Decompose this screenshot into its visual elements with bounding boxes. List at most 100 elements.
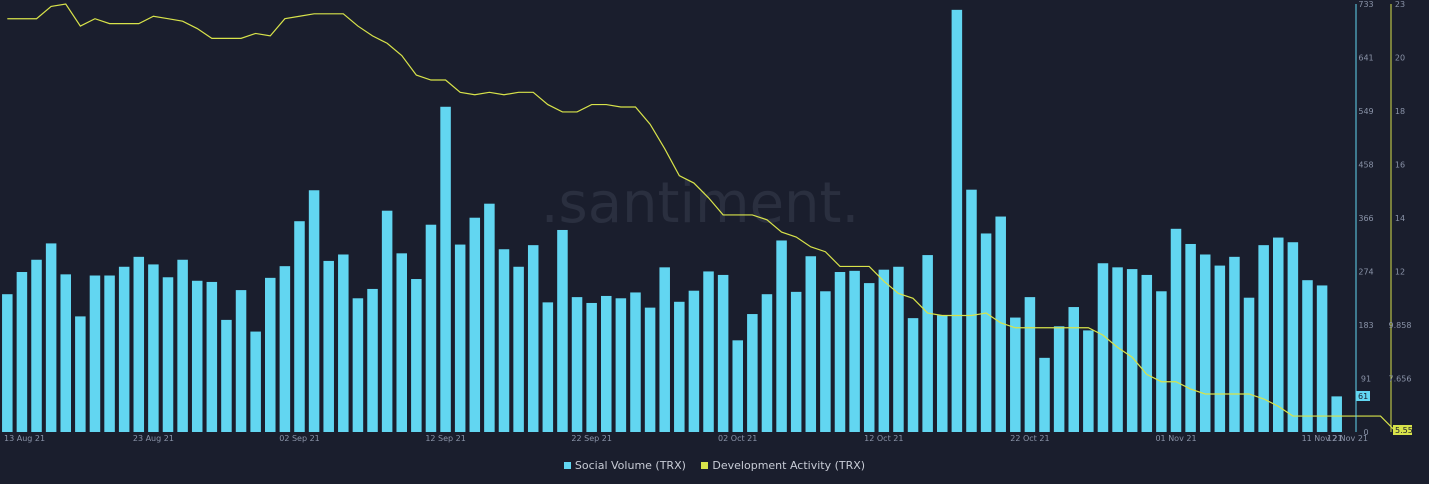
left-y-tick-label: 458	[1358, 161, 1373, 170]
development-activity-swatch	[701, 462, 709, 469]
social-volume-bar	[586, 302, 597, 432]
social-volume-bar	[601, 295, 612, 432]
social-volume-bar	[703, 271, 714, 432]
social-volume-bar	[75, 316, 86, 432]
x-tick-label: 22 Sep 21	[571, 434, 612, 443]
social-volume-bar	[1010, 317, 1021, 432]
social-volume-bar	[411, 279, 422, 432]
social-volume-bar	[732, 340, 743, 432]
social-volume-bar	[513, 266, 524, 432]
social-volume-bar	[221, 319, 232, 432]
left-y-tick-label: 641	[1358, 54, 1373, 63]
social-volume-bar	[235, 290, 247, 432]
social-volume-bar	[396, 253, 407, 432]
social-volume-bar	[1039, 357, 1050, 432]
social-volume-bar	[45, 243, 57, 432]
social-volume-bar	[1156, 291, 1167, 432]
social-volume-bar	[863, 283, 875, 432]
left-y-axis: 0 91 183 274 366 458 549 641 733	[1358, 0, 1373, 437]
left-y-tick-label: 274	[1358, 268, 1373, 277]
social-volume-bar	[1258, 245, 1269, 432]
social-volume-bar	[133, 256, 145, 432]
social-volume-bar	[527, 245, 539, 432]
social-volume-bar	[1199, 254, 1211, 432]
social-volume-bar	[206, 281, 218, 432]
right-y-tick-label: 12	[1395, 268, 1405, 277]
social-volume-bar	[1243, 297, 1255, 432]
social-volume-bar	[1068, 307, 1079, 432]
legend: Social Volume (TRX) Development Activity…	[0, 459, 1429, 472]
social-volume-bar	[557, 229, 568, 432]
social-volume-bar	[162, 277, 174, 432]
social-volume-bar	[980, 233, 992, 432]
social-volume-bar	[1141, 274, 1153, 432]
social-volume-bar	[250, 331, 261, 432]
social-volume-bar	[1331, 396, 1342, 432]
left-y-tick-label: 91	[1361, 375, 1371, 384]
legend-label-development-activity: Development Activity (TRX)	[712, 459, 866, 472]
x-tick-label: 13 Aug 21	[4, 434, 45, 443]
x-tick-label: 23 Aug 21	[133, 434, 174, 443]
social-volume-bar	[878, 269, 890, 432]
social-volume-bar	[294, 221, 305, 432]
x-tick-label: 11 Nov 21	[1302, 434, 1343, 443]
social-volume-bar	[995, 216, 1006, 432]
social-volume-bar	[279, 266, 291, 432]
social-volume-bar	[615, 298, 627, 432]
social-volume-bar	[1112, 267, 1123, 432]
social-volume-bar	[659, 267, 670, 432]
legend-item-social-volume[interactable]: Social Volume (TRX)	[563, 459, 686, 472]
x-tick-label: 12 Oct 21	[864, 434, 903, 443]
right-y-axis: 7.656 9.858 12 14 16 18 20 23	[1389, 0, 1412, 384]
social-volume-swatch	[563, 462, 571, 469]
social-volume-bar	[1287, 242, 1299, 432]
social-volume-bar	[630, 292, 641, 432]
social-volume-bar	[16, 272, 28, 432]
watermark: .santiment.	[541, 171, 860, 236]
x-tick-label: 01 Nov 21	[1155, 434, 1196, 443]
social-volume-bar	[951, 9, 963, 433]
social-volume-bars	[2, 9, 1342, 433]
left-y-tick-label: 366	[1358, 214, 1373, 223]
social-volume-bar	[1024, 297, 1036, 432]
social-volume-bar	[805, 256, 817, 432]
social-volume-bar	[571, 297, 583, 432]
social-volume-bar	[820, 291, 831, 432]
social-volume-bar	[1053, 326, 1065, 432]
social-volume-bar	[498, 249, 510, 432]
social-volume-bar	[60, 274, 71, 432]
social-volume-bar	[1083, 330, 1094, 432]
social-volume-bar	[89, 275, 101, 432]
last-value-right: 5.55	[1395, 426, 1413, 435]
social-volume-bar	[454, 244, 466, 432]
social-volume-bar	[104, 275, 115, 432]
right-y-tick-label: 20	[1395, 54, 1405, 63]
social-volume-bar	[747, 314, 758, 432]
social-volume-bar	[937, 315, 948, 432]
social-volume-bar	[352, 298, 364, 432]
social-volume-bar	[308, 190, 320, 432]
social-volume-bar	[191, 280, 203, 432]
right-y-tick-label: 16	[1395, 161, 1405, 170]
social-volume-bar	[1185, 243, 1196, 432]
social-volume-bar	[323, 260, 334, 432]
development-activity-line	[7, 3, 1396, 432]
x-tick-label: 12 Nov 21	[1327, 434, 1368, 443]
social-volume-bar	[425, 224, 437, 432]
social-volume-bar	[907, 318, 919, 432]
social-volume-bar	[469, 217, 481, 432]
social-volume-bar	[688, 290, 700, 432]
social-volume-bar	[761, 294, 773, 432]
social-volume-bar	[440, 106, 451, 433]
social-volume-bar	[367, 288, 378, 432]
social-volume-bar	[790, 291, 802, 432]
x-tick-label: 02 Oct 21	[718, 434, 757, 443]
left-y-tick-label: 549	[1358, 107, 1373, 116]
social-volume-bar	[177, 259, 188, 432]
last-value-left: 61	[1358, 392, 1368, 401]
social-volume-bar	[849, 270, 860, 432]
social-volume-bar	[1214, 265, 1226, 432]
social-volume-bar	[2, 294, 13, 432]
legend-item-development-activity[interactable]: Development Activity (TRX)	[701, 459, 865, 472]
social-volume-bar	[1126, 269, 1138, 432]
